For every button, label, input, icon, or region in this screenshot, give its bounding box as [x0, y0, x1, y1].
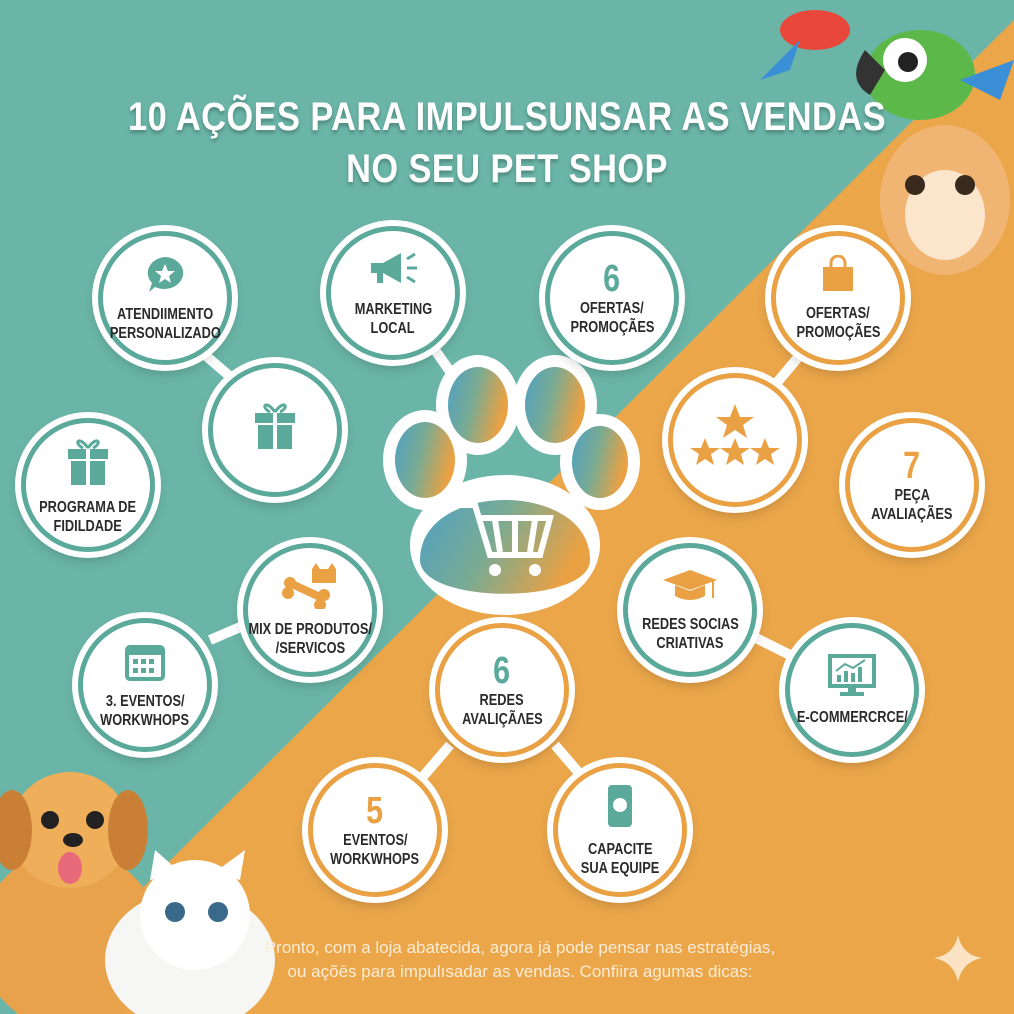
node-label: CAPACITE [587, 840, 653, 858]
graduation-cap-icon [661, 568, 719, 609]
node-label: PERSONALIZADO [109, 324, 221, 342]
node-ofertas-bag: OFERTAS/PROMOÇÃES [771, 231, 905, 365]
node-eventos-3: 3. EVENTOS/WORKWHOPS [78, 618, 212, 752]
smartphone-icon [606, 783, 634, 834]
node-label: REDES SOCIAS [641, 615, 739, 633]
node-ecommerce: E-COMMERCRCE/ [785, 623, 919, 757]
node-atendimento: ATENDIIMENTO PERSONALIZADO [98, 231, 232, 365]
node-ofertas-6: 6 OFERTAS/PROMOÇÃES [545, 231, 679, 365]
node-number: 5 [366, 790, 384, 832]
node-mix: MIX DE PRODUTOS//SERVICOS [243, 543, 377, 677]
node-label: FIDILDADE [53, 517, 123, 535]
node-label: MIX DE PRODUTOS/ [248, 620, 372, 638]
node-label: ATENDIIMENTO [116, 305, 214, 323]
sparkle-icon [934, 935, 982, 982]
paw-cart-icon [383, 355, 640, 615]
shopping-bag-icon [820, 254, 856, 298]
title-line-2: NO SEU PET SHOP [346, 147, 668, 191]
node-stars [668, 373, 802, 507]
node-label: PEÇA [894, 487, 930, 504]
node-label: OFERTAS/ [806, 304, 870, 322]
node-label: AVALIÇÃΛES [461, 711, 543, 728]
hamster-illustration [880, 125, 1010, 275]
node-fidelidade: PROGRAMA DE FIDILDADE [21, 418, 155, 552]
node-peca: 7 PEÇA AVALIAÇÃES [845, 418, 979, 552]
node-label: WORKWHOPS [330, 851, 420, 868]
node-label: LOCAL [370, 319, 416, 337]
node-label: OFERTAS/ [580, 300, 644, 317]
node-label: PROGRAMA DE [39, 498, 137, 516]
node-label: PROMOÇÃES [570, 319, 654, 336]
node-label: CRIATIVAS [656, 634, 724, 652]
bone-cat-icon [282, 562, 338, 614]
gift-icon [65, 435, 111, 492]
node-number: 6 [603, 258, 621, 300]
node-label: 3. EVENTOS/ [105, 692, 185, 710]
chat-star-icon [143, 254, 187, 299]
node-label: AVALIAÇÃES [871, 506, 953, 523]
node-number: 7 [903, 445, 921, 487]
node-marketing: MARKETING LOCAL [326, 226, 460, 360]
node-label: EVENTOS/ [342, 832, 408, 849]
gift-icon [252, 399, 298, 456]
node-gift [208, 363, 342, 497]
footer-text: Pronto, com a loja abatecida, agora já p… [230, 936, 810, 984]
monitor-chart-icon [827, 653, 877, 702]
footer-line-1: Pronto, com a loja abatecida, agora já p… [264, 938, 776, 957]
cat-illustration [105, 850, 275, 1014]
node-label: E-COMMERCRCE/ [796, 709, 908, 726]
node-label: SUA EQUIPE [580, 859, 660, 877]
node-label: WORKWHOPS [100, 711, 190, 729]
node-redes-6: 6 REDES AVALIÇÃΛES [435, 623, 569, 757]
stars-icon [690, 402, 780, 473]
title-line-1: 10 AÇÕES PARA IMPULSUNSAR AS VENDAS [128, 95, 886, 139]
calendar-icon [124, 641, 166, 686]
node-label: REDES [479, 692, 525, 709]
footer-line-2: ou açõēs para impulısadar as vendas. Con… [287, 962, 753, 981]
megaphone-icon [365, 249, 421, 294]
node-label: /SERVICOS [275, 639, 345, 657]
node-eventos-5: 5 EVENTOS/WORKWHOPS [308, 763, 442, 897]
node-capacite: CAPACITE SUA EQUIPE [553, 763, 687, 897]
node-number: 6 [493, 650, 511, 692]
node-redes-socias: REDES SOCIAS CRIATIVAS [623, 543, 757, 677]
node-label: MARKETING [354, 300, 432, 318]
parrot-illustration [760, 10, 1014, 120]
node-label: PROMOÇÃES [796, 323, 880, 341]
